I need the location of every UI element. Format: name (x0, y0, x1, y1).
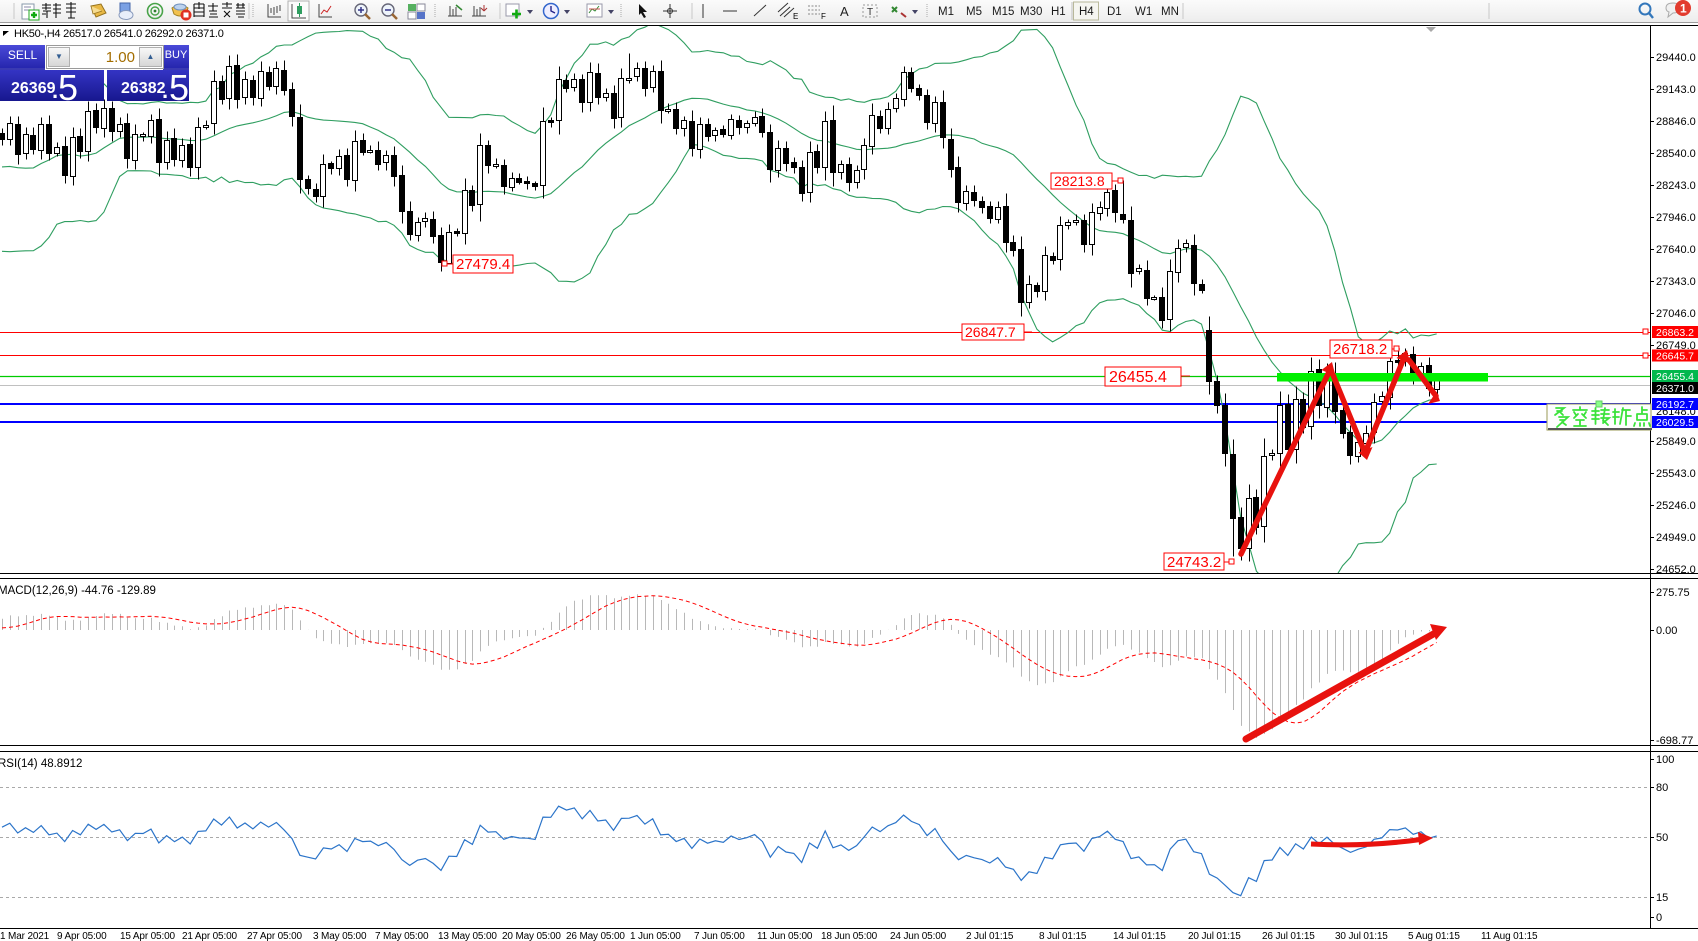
svg-text:100: 100 (1656, 754, 1674, 766)
svg-text:0: 0 (1656, 912, 1662, 924)
svg-text:28213.8: 28213.8 (1054, 173, 1105, 189)
svg-text:27046.0: 27046.0 (1656, 308, 1696, 320)
svg-text:1: 1 (1680, 2, 1687, 16)
svg-text:MN: MN (1161, 6, 1179, 18)
svg-text:7 May 05:00: 7 May 05:00 (375, 931, 429, 941)
svg-text:25849.0: 25849.0 (1656, 436, 1696, 448)
svg-text:25246.0: 25246.0 (1656, 500, 1696, 512)
svg-text:14 Jul 01:15: 14 Jul 01:15 (1113, 931, 1166, 941)
svg-text:26029.5: 26029.5 (1656, 417, 1694, 429)
svg-text:24652.0: 24652.0 (1656, 564, 1696, 576)
svg-text:20 May 05:00: 20 May 05:00 (502, 931, 561, 941)
svg-text:11 Jun 05:00: 11 Jun 05:00 (757, 931, 813, 941)
svg-text:18 Jun 05:00: 18 Jun 05:00 (821, 931, 878, 941)
svg-text:26749.0: 26749.0 (1656, 340, 1696, 352)
svg-text:9 Apr 05:00: 9 Apr 05:00 (57, 931, 107, 941)
svg-text:MACD(12,26,9) -44.76 -129.89: MACD(12,26,9) -44.76 -129.89 (0, 585, 156, 597)
svg-text:50: 50 (1656, 832, 1668, 844)
svg-text:0.00: 0.00 (1656, 625, 1677, 637)
svg-text:7 Jun 05:00: 7 Jun 05:00 (694, 931, 745, 941)
svg-text:24743.2: 24743.2 (1167, 554, 1221, 571)
svg-text:27640.0: 27640.0 (1656, 244, 1696, 256)
svg-text:W1: W1 (1135, 6, 1152, 18)
svg-text:26645.7: 26645.7 (1656, 351, 1694, 363)
svg-text:275.75: 275.75 (1656, 587, 1690, 599)
svg-text:26863.2: 26863.2 (1656, 327, 1694, 339)
svg-text:26455.4: 26455.4 (1656, 371, 1694, 383)
svg-text:HK50-,H4 26517.0 26541.0 2629: HK50-,H4 26517.0 26541.0 26292.0 26371.0 (14, 28, 224, 40)
svg-text:13 May 05:00: 13 May 05:00 (438, 931, 497, 941)
svg-text:26 May 05:00: 26 May 05:00 (566, 931, 625, 941)
svg-text:15 Apr 05:00: 15 Apr 05:00 (120, 931, 176, 941)
svg-text:D1: D1 (1107, 6, 1122, 18)
svg-text:H1: H1 (1051, 6, 1066, 18)
svg-text:1 Mar 2021: 1 Mar 2021 (0, 931, 50, 941)
svg-text:28846.0: 28846.0 (1656, 116, 1696, 128)
svg-text:M1: M1 (938, 6, 954, 18)
svg-text:2 Jul 01:15: 2 Jul 01:15 (966, 931, 1014, 941)
svg-text:RSI(14) 48.8912: RSI(14) 48.8912 (0, 758, 82, 770)
svg-text:E: E (793, 12, 798, 21)
svg-text:29143.0: 29143.0 (1656, 84, 1696, 96)
svg-text:29440.0: 29440.0 (1656, 52, 1696, 64)
svg-text:80: 80 (1656, 782, 1668, 794)
svg-text:26192.7: 26192.7 (1656, 399, 1694, 411)
svg-text:5 Aug 01:15: 5 Aug 01:15 (1408, 931, 1460, 941)
svg-text:20 Jul 01:15: 20 Jul 01:15 (1188, 931, 1241, 941)
svg-text:27343.0: 27343.0 (1656, 276, 1696, 288)
svg-text:26847.7: 26847.7 (965, 324, 1016, 340)
svg-text:30 Jul 01:15: 30 Jul 01:15 (1335, 931, 1388, 941)
svg-text:T: T (867, 7, 873, 18)
svg-text:24949.0: 24949.0 (1656, 532, 1696, 544)
svg-text:26455.4: 26455.4 (1109, 369, 1167, 386)
svg-text:8 Jul 01:15: 8 Jul 01:15 (1039, 931, 1087, 941)
svg-text:26 Jul 01:15: 26 Jul 01:15 (1262, 931, 1315, 941)
svg-text:M15: M15 (992, 6, 1014, 18)
svg-text:26718.2: 26718.2 (1333, 341, 1387, 358)
svg-text:26371.0: 26371.0 (1656, 383, 1694, 395)
svg-text:15: 15 (1656, 892, 1668, 904)
svg-text:27 Apr 05:00: 27 Apr 05:00 (247, 931, 303, 941)
svg-text:F: F (821, 12, 826, 21)
svg-text:21 Apr 05:00: 21 Apr 05:00 (182, 931, 238, 941)
svg-text:11 Aug 01:15: 11 Aug 01:15 (1481, 931, 1538, 941)
svg-text:24 Jun 05:00: 24 Jun 05:00 (890, 931, 947, 941)
svg-text:A: A (840, 4, 849, 19)
svg-text:M5: M5 (966, 6, 982, 18)
svg-text:25543.0: 25543.0 (1656, 468, 1696, 480)
svg-text:H4: H4 (1079, 6, 1094, 18)
svg-text:M30: M30 (1020, 6, 1042, 18)
svg-text:28243.0: 28243.0 (1656, 180, 1696, 192)
svg-text:27479.4: 27479.4 (456, 256, 510, 273)
svg-text:27946.0: 27946.0 (1656, 212, 1696, 224)
svg-text:1 Jun 05:00: 1 Jun 05:00 (630, 931, 681, 941)
svg-text:28540.0: 28540.0 (1656, 148, 1696, 160)
svg-text:3 May 05:00: 3 May 05:00 (313, 931, 367, 941)
svg-text:-698.77: -698.77 (1656, 735, 1693, 747)
